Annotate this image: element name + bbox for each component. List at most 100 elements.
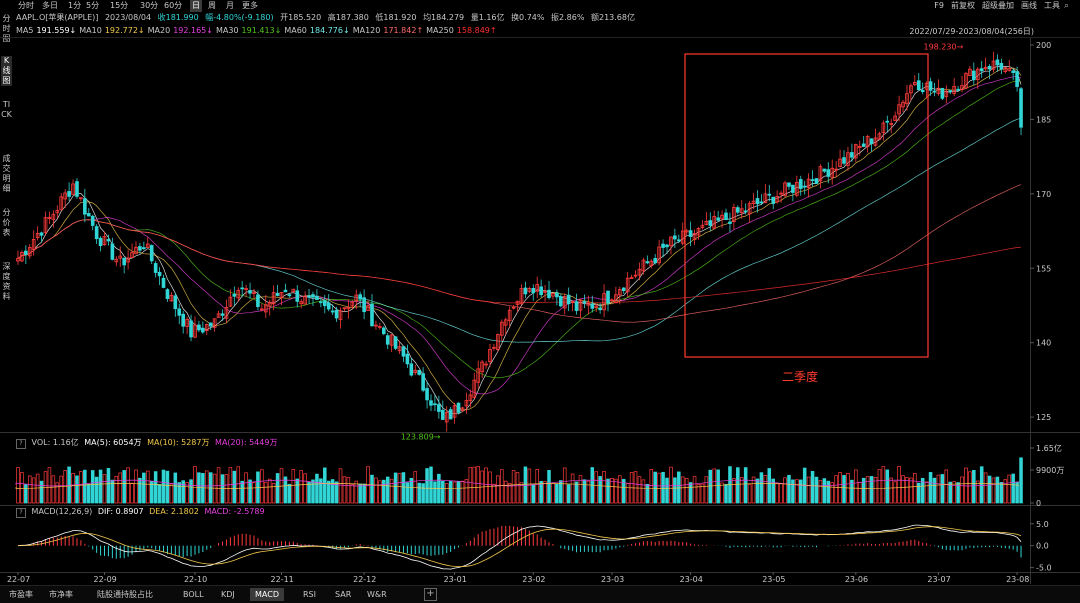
candle bbox=[358, 294, 363, 300]
tab-3[interactable]: 5分 bbox=[86, 1, 100, 10]
candle bbox=[787, 182, 791, 187]
candle bbox=[704, 220, 709, 225]
sidebar-item-5[interactable]: 深度资料 bbox=[2, 262, 11, 301]
candle bbox=[437, 404, 441, 412]
tab-8[interactable]: 周 bbox=[208, 1, 216, 10]
volume-bar bbox=[232, 470, 237, 504]
tab-2[interactable]: 1分 bbox=[68, 1, 82, 10]
volume-bar bbox=[523, 466, 528, 504]
sidebar-item-1[interactable]: K线图 bbox=[1, 56, 12, 86]
indicator-tab-5[interactable]: MACD bbox=[250, 588, 284, 601]
candle bbox=[680, 230, 685, 244]
x-tick-label: 23-07 bbox=[927, 575, 950, 584]
candle bbox=[256, 294, 260, 307]
volume-bar bbox=[448, 480, 453, 504]
volume-bar bbox=[393, 472, 398, 504]
tool-2[interactable]: 超级叠加 bbox=[982, 1, 1014, 10]
candle bbox=[189, 320, 193, 338]
x-tick-label: 23-08 bbox=[1006, 575, 1029, 584]
tab-10[interactable]: 更多 bbox=[242, 1, 258, 10]
ma-line-120 bbox=[17, 184, 1022, 323]
candle bbox=[547, 289, 551, 299]
candle bbox=[98, 237, 103, 247]
candle bbox=[857, 145, 862, 148]
indicator-tab-0[interactable]: 市盈率 bbox=[9, 590, 33, 599]
tab-5[interactable]: 30分 bbox=[140, 1, 159, 10]
candle bbox=[763, 193, 768, 204]
candle bbox=[842, 157, 846, 164]
candle bbox=[228, 296, 233, 307]
candle bbox=[869, 138, 874, 145]
volume-bar bbox=[555, 483, 559, 504]
candle bbox=[208, 322, 213, 327]
tab-1[interactable]: 多日 bbox=[42, 1, 58, 10]
volume-bar bbox=[677, 471, 681, 504]
add-indicator-button[interactable]: + bbox=[424, 588, 437, 601]
volume-bar bbox=[751, 476, 756, 504]
volume-bar bbox=[385, 476, 390, 504]
volume-bar bbox=[755, 478, 760, 504]
volume-bar bbox=[201, 473, 205, 504]
volume-bar bbox=[661, 471, 665, 504]
sidebar-item-3[interactable]: 成交明细 bbox=[2, 154, 11, 193]
indicator-tab-7[interactable]: SAR bbox=[335, 590, 352, 599]
macd-value: MACD: -2.5789 bbox=[204, 507, 265, 516]
indicator-tab-1[interactable]: 市净率 bbox=[49, 590, 73, 599]
volume-bar bbox=[1003, 479, 1008, 504]
volume-bar bbox=[928, 472, 933, 504]
price-tick-label: 125 bbox=[1036, 413, 1051, 422]
volume-bar bbox=[378, 480, 382, 504]
candle bbox=[267, 301, 272, 307]
volume-bar bbox=[169, 483, 174, 504]
help-icon[interactable]: ? bbox=[16, 508, 26, 518]
indicator-tab-8[interactable]: W&R bbox=[367, 590, 387, 599]
volume-bar bbox=[720, 482, 724, 504]
volume-bar bbox=[205, 470, 209, 504]
tab-0[interactable]: 分时 bbox=[18, 1, 34, 10]
tab-6[interactable]: 60分 bbox=[164, 1, 183, 10]
search-icon[interactable]: ⌕ bbox=[1064, 1, 1070, 11]
tab-7[interactable]: 日 bbox=[190, 0, 202, 12]
volume-bar bbox=[857, 481, 862, 504]
sidebar-item-0[interactable]: 分时图 bbox=[2, 14, 11, 43]
sidebar-item-2[interactable]: TICK bbox=[1, 100, 12, 119]
volume-bar bbox=[75, 475, 79, 504]
volume-tick-label: 0 bbox=[1036, 499, 1041, 508]
candle bbox=[586, 302, 591, 306]
candle bbox=[747, 203, 752, 215]
tool-4[interactable]: 工具 bbox=[1044, 1, 1060, 10]
tab-9[interactable]: 月 bbox=[226, 1, 234, 10]
sidebar-item-4[interactable]: 分价表 bbox=[2, 208, 11, 237]
volume-bar bbox=[736, 467, 740, 504]
indicator-tab-2[interactable]: 陆股通持股占比 bbox=[97, 590, 153, 599]
volume-bar bbox=[142, 472, 146, 504]
volume-bar bbox=[826, 480, 831, 504]
volume-bar bbox=[291, 469, 296, 504]
period-tabs: 分时 多日 1分 5分 15分 30分 60分日周 月更多 F9 前复权 超级叠加 画线 工具 ⌕ bbox=[0, 0, 1080, 12]
quote-low: 低181.920 bbox=[375, 13, 417, 22]
candle bbox=[397, 346, 402, 352]
candle bbox=[83, 198, 87, 215]
candle bbox=[582, 301, 587, 304]
tool-3[interactable]: 画线 bbox=[1021, 1, 1037, 10]
tab-4[interactable]: 15分 bbox=[110, 1, 129, 10]
candle bbox=[940, 87, 945, 99]
candle bbox=[570, 301, 575, 304]
candle bbox=[185, 318, 189, 327]
candle bbox=[157, 271, 162, 277]
candle bbox=[452, 405, 457, 418]
volume-bar bbox=[995, 476, 1000, 504]
help-icon[interactable]: ? bbox=[16, 439, 26, 449]
ma-value-1: 192.772↓ bbox=[104, 26, 145, 35]
indicator-tab-4[interactable]: KDJ bbox=[221, 590, 235, 599]
indicator-tab-3[interactable]: BOLL bbox=[183, 590, 204, 599]
ma-line-30 bbox=[17, 80, 1022, 379]
candle bbox=[916, 80, 921, 91]
ma-value-0: 191.559↓ bbox=[36, 26, 77, 35]
ma-value-2: 192.165↓ bbox=[173, 26, 213, 35]
tool-0[interactable]: F9 bbox=[934, 1, 944, 10]
macd-dif: DIF: 0.8907 bbox=[97, 507, 144, 516]
tool-1[interactable]: 前复权 bbox=[951, 1, 975, 10]
indicator-tab-6[interactable]: RSI bbox=[303, 590, 316, 599]
price-tick-label: 170 bbox=[1036, 190, 1051, 199]
